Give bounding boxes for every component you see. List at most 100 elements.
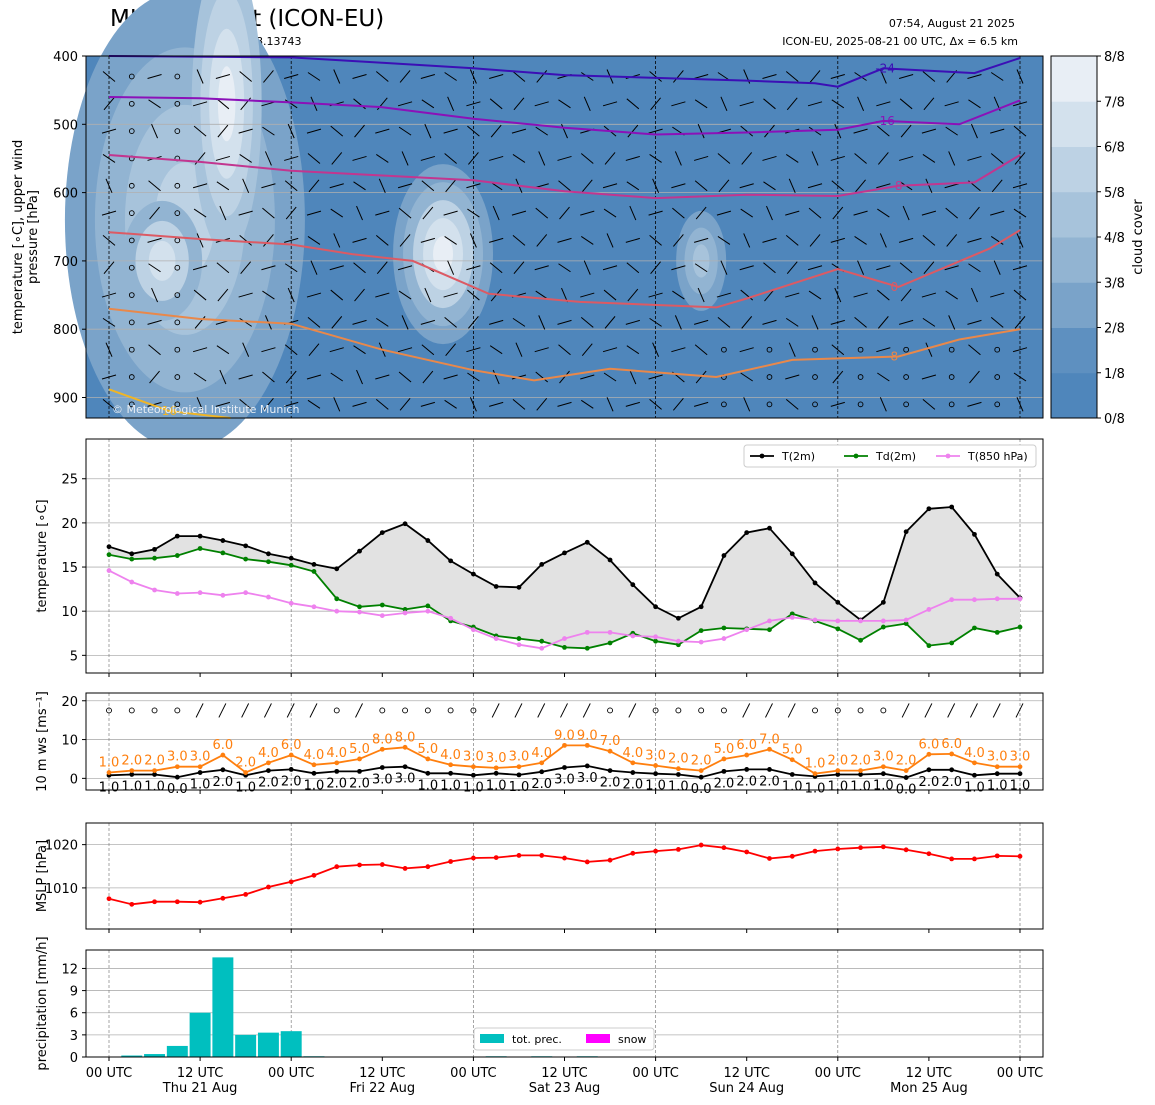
wind-barb (807, 183, 823, 189)
wind-barb (287, 123, 295, 139)
wind-barb (694, 344, 708, 356)
data-point (129, 901, 135, 907)
wind-label: 1.0 (463, 780, 484, 795)
calm-marker (128, 128, 135, 134)
wind-barb (922, 71, 936, 82)
data-point (584, 763, 590, 769)
wind-barb (375, 292, 390, 298)
gust-label: 9.0 (577, 728, 598, 743)
wind-barb (193, 208, 207, 218)
wind-barb (443, 210, 458, 216)
data-point (334, 608, 340, 614)
data-point (243, 543, 249, 549)
wind-barb (830, 401, 845, 407)
colorbar-segment (1051, 327, 1097, 374)
data-point (334, 864, 340, 870)
wind-barb (101, 210, 117, 216)
data-point (789, 772, 795, 777)
wind-barb (538, 151, 546, 166)
wind-barb (830, 74, 845, 79)
data-point (972, 625, 977, 631)
wind-barb (329, 183, 344, 189)
gust-label: 3.0 (509, 750, 530, 765)
data-point (926, 751, 932, 757)
gust-label: 7.0 (600, 734, 621, 749)
wind-barb (355, 703, 363, 718)
data-point (402, 866, 408, 871)
wind-barb (238, 210, 253, 216)
calm-marker (174, 346, 181, 353)
wind-barb (1013, 125, 1027, 137)
contour-label: 0 (891, 280, 899, 294)
wind-barb (192, 183, 208, 189)
calm-marker (128, 707, 135, 714)
wind-barb (811, 151, 819, 166)
wind-barb (420, 74, 435, 79)
calm-marker (721, 346, 727, 353)
wind-barb (378, 178, 386, 193)
wind-barb (739, 347, 754, 353)
calm-marker (607, 707, 613, 714)
wind-barb (468, 152, 479, 165)
wind-barb (536, 234, 548, 247)
data-point (311, 770, 317, 776)
wind-barb (215, 74, 231, 79)
wind-barb (648, 292, 663, 298)
wind-barb (559, 370, 570, 384)
wind-barb (830, 237, 845, 243)
data-point (653, 763, 658, 768)
wind-label: 1.0 (827, 779, 848, 794)
wind-label: 1.0 (440, 778, 461, 793)
wind-barb (807, 101, 823, 107)
data-point (516, 772, 522, 778)
colorbar-segment (1051, 237, 1097, 283)
wind-barb (649, 235, 662, 246)
wind-barb (1012, 101, 1028, 107)
wind-barb (102, 317, 116, 327)
wind-barb (898, 155, 914, 161)
precip-bar (280, 1031, 302, 1057)
panel-frame (85, 55, 1044, 419)
data-point (357, 609, 362, 615)
wind-barb (831, 180, 845, 192)
wind-barb (716, 210, 732, 216)
data-point (197, 770, 203, 775)
wind-barb (762, 155, 777, 161)
data-point (949, 767, 955, 773)
legend-marker (853, 453, 859, 459)
wind-barb (284, 74, 299, 79)
wind-barb (352, 155, 367, 161)
data-point (334, 596, 340, 602)
wind-barb (876, 265, 891, 271)
legend-label: tot. prec. (512, 1033, 562, 1046)
wind-barb (832, 206, 844, 220)
data-point (926, 607, 932, 612)
wind-label: 2.0 (714, 776, 735, 791)
wind-barb (216, 98, 230, 110)
wind-barb (990, 316, 1004, 328)
wind-barb (242, 342, 250, 357)
wind-barb (242, 178, 250, 193)
panel-cloud-cover: 400 500 600 700 800 900 -24 -16 -8 0 8 16© Meteorol… (11, 0, 1146, 450)
wind-barb (398, 207, 412, 219)
x-tick-label: 00 UTC (632, 1066, 678, 1081)
wind-barb (239, 71, 252, 82)
wind-barb (216, 181, 230, 191)
data-point (630, 582, 636, 588)
wind-barb (898, 237, 914, 243)
wind-barb (922, 154, 936, 163)
wind-barb (398, 371, 412, 383)
data-point (288, 562, 294, 568)
temperature-contour (108, 388, 231, 419)
data-point (767, 627, 772, 633)
wind-barb (718, 179, 730, 193)
wind-barb (560, 703, 568, 718)
wind-barb (443, 292, 458, 298)
x-tick-date-label: Sun 24 Aug (709, 1081, 784, 1096)
x-tick-label: 00 UTC (268, 1066, 314, 1081)
data-point (1017, 764, 1023, 770)
y-tick-label: 400 (53, 50, 78, 65)
wind-barb (105, 178, 113, 193)
legend-label: Td(2m) (875, 450, 916, 463)
